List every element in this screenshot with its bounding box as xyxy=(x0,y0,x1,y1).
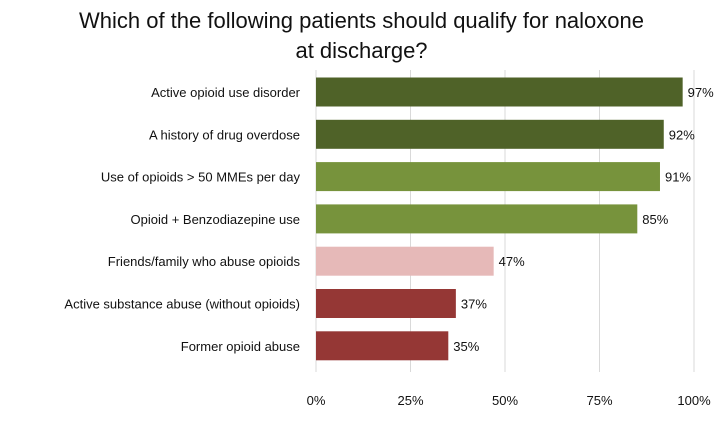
data-label: 35% xyxy=(453,339,479,354)
category-label: A history of drug overdose xyxy=(149,127,300,142)
category-label: Active substance abuse (without opioids) xyxy=(64,297,300,312)
bar xyxy=(316,289,456,318)
bar xyxy=(316,246,494,276)
bar xyxy=(316,162,660,192)
data-label: 47% xyxy=(499,254,525,269)
category-label: Active opioid use disorder xyxy=(151,85,301,100)
x-tick-label: 100% xyxy=(677,393,711,408)
bar xyxy=(316,77,683,107)
category-label: Friends/family who abuse opioids xyxy=(108,254,301,269)
chart-title: Which of the following patients should q… xyxy=(78,8,644,63)
bar xyxy=(316,119,664,149)
data-label: 91% xyxy=(665,170,691,185)
data-label: 37% xyxy=(461,297,487,312)
data-label: 85% xyxy=(642,212,668,227)
x-tick-label: 25% xyxy=(397,393,423,408)
bar xyxy=(316,204,638,234)
x-tick-label: 50% xyxy=(492,393,518,408)
bar xyxy=(316,331,449,361)
x-tick-label: 0% xyxy=(307,393,326,408)
category-label: Former opioid abuse xyxy=(181,339,300,354)
x-tick-label: 75% xyxy=(586,393,612,408)
category-label: Opioid + Benzodiazepine use xyxy=(131,212,300,227)
data-label: 92% xyxy=(669,127,695,142)
category-label: Use of opioids > 50 MMEs per day xyxy=(101,170,301,185)
data-label: 97% xyxy=(688,85,714,100)
